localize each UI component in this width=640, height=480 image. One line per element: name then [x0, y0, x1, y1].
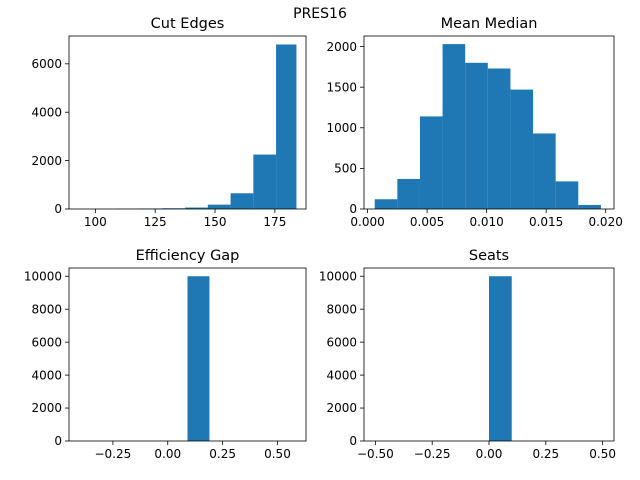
y-tick-label: 4000 — [31, 368, 62, 382]
histogram-bar — [419, 116, 443, 209]
panel-seats: Seats −0.50 −0.25 0.00 0.25 0.50 0 2000 4000 6000… — [319, 248, 616, 461]
x-tick-label: 0.00 — [476, 447, 503, 461]
x-tick-label: 0.00 — [154, 447, 181, 461]
y-tick-label: 500 — [334, 162, 357, 176]
y-tick-label: 4000 — [326, 368, 357, 382]
histogram-bar — [185, 207, 208, 209]
histogram-bar — [510, 89, 534, 209]
y-tick-label: 0 — [349, 434, 357, 448]
histogram-bar — [397, 178, 420, 209]
panel-cut-edges: Cut Edges 100 125 150 175 0 2000 4000 6000 — [31, 16, 307, 229]
y-tick-label: 6000 — [326, 335, 357, 349]
chart-title: Mean Median — [441, 16, 538, 32]
y-tick-label: 4000 — [31, 105, 62, 119]
x-tick-label: 0.50 — [589, 447, 616, 461]
histogram-bar — [487, 68, 511, 209]
histogram-bar — [187, 276, 210, 441]
x-tick-label: 0.005 — [410, 215, 444, 229]
x-tick-label: 0.50 — [264, 447, 291, 461]
chart-title: Seats — [469, 248, 509, 264]
axes-frame — [363, 35, 615, 210]
y-tick-label: 1000 — [326, 121, 357, 135]
y-tick-label: 6000 — [31, 57, 62, 71]
histogram-bar — [230, 193, 254, 209]
y-tick-label: 1500 — [326, 80, 357, 94]
y-tick-label: 10000 — [24, 269, 62, 283]
y-tick-label: 0 — [54, 434, 62, 448]
x-tick-label: −0.25 — [414, 447, 451, 461]
x-tick-label: 100 — [84, 215, 107, 229]
histogram-bar — [555, 181, 579, 209]
histogram-bar — [374, 199, 398, 209]
y-tick-label: 0 — [349, 202, 357, 216]
axes-frame — [68, 35, 307, 210]
histogram-bar — [489, 276, 512, 441]
x-tick-label: 150 — [204, 215, 227, 229]
histogram-bar — [533, 133, 556, 209]
y-tick-label: 8000 — [31, 302, 62, 316]
y-tick-label: 8000 — [326, 302, 357, 316]
histogram-bar — [578, 204, 601, 209]
x-tick-label: 0.010 — [469, 215, 503, 229]
x-tick-label: 0.000 — [350, 215, 384, 229]
histogram-bar — [253, 154, 277, 209]
x-tick-label: 0.015 — [529, 215, 563, 229]
chart-title: Cut Edges — [151, 16, 225, 32]
panel-mean-median: Mean Median 0.000 0.005 0.010 0.015 0.020 0 500… — [326, 16, 622, 229]
x-tick-label: 0.020 — [588, 215, 622, 229]
y-tick-label: 2000 — [31, 401, 62, 415]
x-tick-label: 175 — [263, 215, 286, 229]
histogram-bar — [442, 44, 466, 209]
y-tick-label: 0 — [54, 202, 62, 216]
x-tick-label: 0.25 — [209, 447, 236, 461]
axes-frame — [68, 267, 307, 442]
histogram-bar — [276, 44, 297, 209]
x-tick-label: −0.50 — [357, 447, 394, 461]
y-tick-label: 2000 — [326, 401, 357, 415]
y-tick-label: 6000 — [31, 335, 62, 349]
x-tick-label: 0.25 — [532, 447, 559, 461]
histogram-bar — [465, 62, 488, 209]
histogram-bar — [207, 204, 231, 209]
x-tick-label: 125 — [144, 215, 167, 229]
y-tick-label: 2000 — [31, 154, 62, 168]
figure-title: PRES16 — [293, 6, 347, 22]
chart-title: Efficiency Gap — [136, 248, 240, 264]
panel-efficiency-gap: Efficiency Gap −0.25 0.00 0.25 0.50 0 2000 4000… — [24, 248, 307, 461]
y-tick-label: 2000 — [326, 40, 357, 54]
y-tick-label: 10000 — [319, 269, 357, 283]
x-tick-label: −0.25 — [94, 447, 131, 461]
